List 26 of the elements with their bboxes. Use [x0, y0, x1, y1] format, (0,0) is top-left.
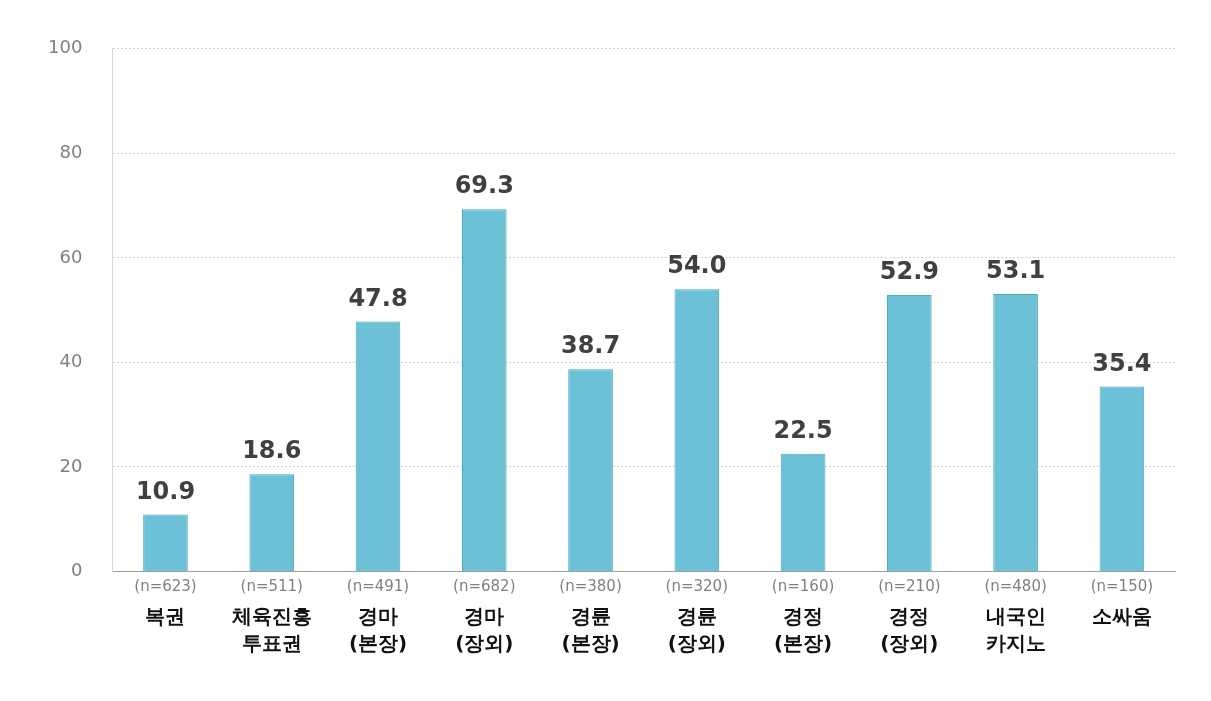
y-tick-label: 20: [59, 454, 83, 476]
y-tick-label: 40: [59, 350, 83, 372]
y-tick-label: 0: [70, 559, 83, 581]
y-tick-label: 100: [48, 36, 83, 58]
data-label: 52.9: [879, 257, 939, 286]
x-tick-label: (n=682) 경마 (장외): [453, 576, 516, 655]
x-tick-label: (n=320) 경륜 (장외): [665, 576, 729, 655]
data-label: 54.0: [667, 251, 727, 280]
y-tick-label: 80: [59, 140, 83, 162]
x-tick-label: (n=150) 소싸움: [1090, 576, 1154, 628]
x-tick-label: (n=210) 경정 (장외): [878, 576, 941, 655]
data-label: 10.9: [135, 476, 196, 505]
data-label: 38.7: [560, 331, 621, 360]
x-tick-label: (n=380) 경륜 (본장): [559, 576, 622, 655]
data-label: 22.5: [773, 416, 833, 445]
x-tick-label: (n=623) 복권: [134, 576, 197, 628]
data-label: 18.6: [242, 436, 302, 465]
x-tick-label: (n=160) 경정 (본장): [771, 576, 835, 655]
x-tick-label: (n=511) 체육진흥 투표권: [230, 576, 312, 655]
x-tick-label: (n=491) 경마 (본장): [346, 576, 410, 655]
data-label: 69.3: [454, 171, 514, 200]
data-label: 47.8: [348, 283, 408, 312]
y-tick-label: 60: [59, 245, 83, 267]
x-tick-label: (n=480) 내국인 카지노: [984, 576, 1047, 655]
data-label: 35.4: [1092, 348, 1152, 377]
data-label: 53.1: [985, 256, 1046, 285]
